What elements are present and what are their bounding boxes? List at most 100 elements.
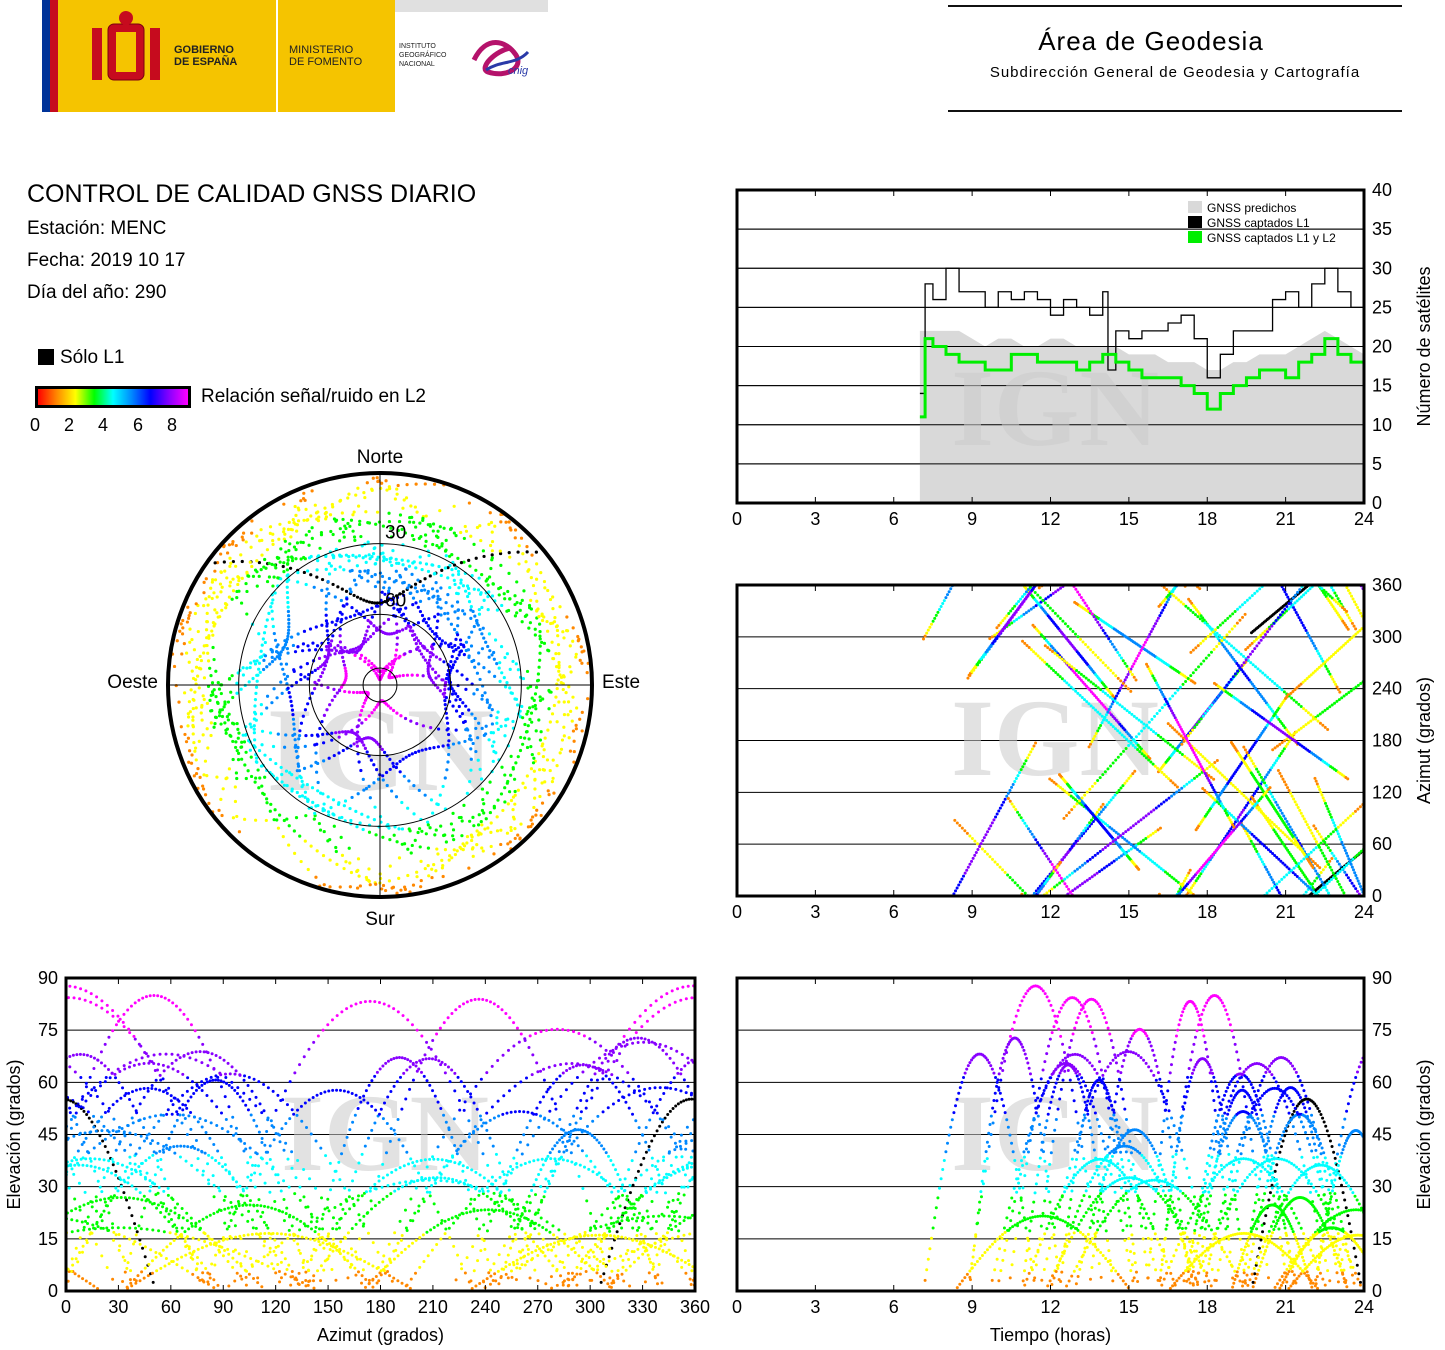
track-point [1166,741,1170,745]
track-point [406,806,410,810]
track-point [1233,624,1237,628]
track-point [282,530,286,534]
track-point [1220,639,1224,643]
track-point [1123,707,1127,711]
track-point [1165,600,1169,604]
track-point [355,564,359,568]
track-point [1117,856,1121,860]
track-point [551,595,555,599]
track-point [1006,873,1010,877]
track-point [229,561,233,565]
track-point [462,844,467,848]
x-tick-label: 0 [732,509,742,529]
track-point [207,634,211,638]
track-point [342,804,346,808]
track-point [1173,691,1177,695]
track-point [283,642,288,647]
track-point [284,733,288,737]
track-point [1142,722,1146,726]
track-point [419,878,423,883]
track-point [1109,723,1113,727]
track-point [355,690,359,695]
track-point [1330,703,1334,707]
track-point [347,559,351,563]
track-point [204,577,208,581]
track-point [1068,847,1072,851]
track-point [382,750,387,754]
track-point [257,786,261,790]
track-point [470,838,474,843]
track-point [1182,739,1186,743]
legend-swatch [1188,231,1202,243]
y-tick-label: 10 [1372,415,1392,435]
track-point [466,594,470,599]
track-point [1032,891,1036,895]
track-point [1154,731,1158,735]
track-point [1088,821,1092,825]
track-point [314,625,318,629]
track-point [304,814,308,818]
gobierno-panel [66,0,276,112]
track-point [428,627,432,631]
track-point [1082,829,1086,833]
track-point [1168,697,1172,701]
track-point [1305,631,1309,635]
track-point [1244,796,1248,800]
track-point [212,725,216,729]
track-point [957,883,961,887]
track-point [356,792,360,796]
track-point [196,629,200,634]
cnig-logo-icon: cnig [471,40,530,77]
track-point [279,577,283,581]
track-point [543,736,547,740]
track-point [1294,700,1298,704]
track-point [250,564,254,569]
track-point [497,593,501,597]
track-point [1191,671,1195,675]
track-point [291,518,295,522]
track-point [480,846,484,850]
track-point [290,704,294,708]
track-point [1331,677,1335,681]
track-point [426,591,430,595]
track-point [331,505,335,509]
track-point [1242,794,1246,798]
track-point [1258,855,1262,859]
track-point [1101,808,1105,812]
track-point [348,806,352,811]
track-point [365,599,369,603]
track-point [1076,691,1080,695]
track-point [406,847,410,851]
track-point [506,802,510,806]
track-point [337,688,342,692]
header-bottom-line [948,110,1402,112]
track-point [398,592,402,596]
track-point [1254,665,1258,669]
track-point [1127,776,1131,780]
track-point [223,569,227,573]
track-point [545,758,550,762]
track-point [1278,613,1282,617]
track-point [1338,690,1342,694]
track-point [505,681,509,685]
track-point [1351,597,1355,601]
track-point [1023,821,1027,825]
track-point [457,704,461,709]
track-point [516,833,520,837]
track-point [1126,687,1130,691]
track-point [1060,657,1064,661]
track-point [487,590,491,594]
track-point [485,791,489,795]
track-point [279,650,283,654]
x-tick-label: 15 [1119,509,1139,529]
track-point [460,819,464,823]
track-point [453,582,457,586]
track-point [464,728,468,732]
track-point [1282,587,1286,591]
track-point [495,829,500,833]
track-point [1356,683,1360,687]
track-point [1325,888,1329,892]
track-point [1265,868,1269,872]
track-point [1342,846,1346,850]
track-point [312,817,316,821]
